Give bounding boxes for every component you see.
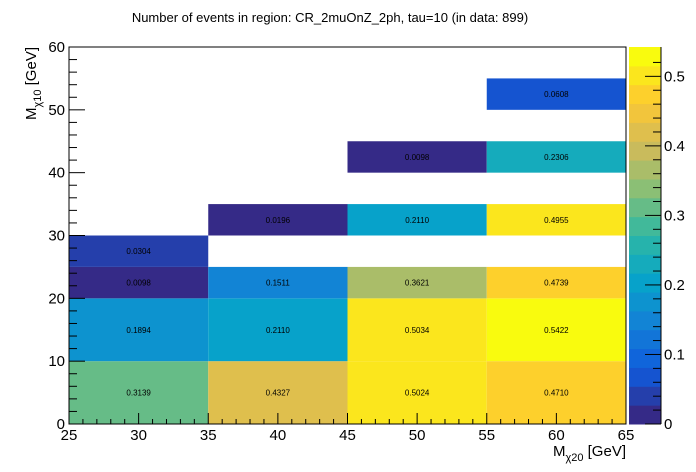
x-tick-label: 45 (339, 427, 356, 444)
color-bar-band (629, 329, 661, 350)
color-bar-band (629, 103, 661, 123)
y-tick-label: 10 (48, 353, 65, 370)
z-tick-label: 0.2 (664, 277, 685, 294)
x-tick-label: 60 (548, 427, 565, 444)
heatmap-cell (208, 204, 348, 236)
color-bar-band (629, 178, 661, 199)
cell-value-label: 0.3621 (405, 279, 430, 288)
heatmap-cell (486, 204, 626, 236)
cell-value-label: 0.4739 (544, 279, 569, 288)
chart-title: Number of events in region: CR_2muOnZ_2p… (132, 10, 528, 25)
cell-value-label: 0.5034 (405, 326, 430, 335)
y-tick-label: 0 (57, 416, 65, 433)
heatmap-cell (347, 266, 487, 299)
heatmap-cell (347, 298, 487, 362)
color-bar-band (629, 367, 661, 387)
y-tick-label: 20 (48, 290, 65, 307)
color-bar-band (629, 160, 661, 180)
heatmap-cell (486, 78, 626, 110)
cell-value-label: 0.1894 (126, 326, 151, 335)
heatmap-cell (69, 266, 209, 299)
x-tick-label: 65 (618, 427, 635, 444)
color-bar-band (629, 254, 661, 274)
y-tick-label: 40 (48, 165, 65, 182)
x-tick-label: 50 (409, 427, 426, 444)
color-bar-band (629, 292, 661, 312)
x-tick-label: 40 (270, 427, 287, 444)
cell-value-label: 0.0608 (544, 90, 569, 99)
x-tick-label: 55 (478, 427, 495, 444)
color-bar-band (629, 216, 661, 236)
cell-value-label: 0.5024 (405, 389, 430, 398)
heatmap-cell (486, 141, 626, 173)
color-bar-band (629, 310, 661, 331)
color-bar-band (629, 84, 661, 105)
cell-labels-layer: 0.3139 0.4327 0.5024 0.4710 0.1894 0.2110 0.50… (126, 90, 569, 397)
y-tick-label: 50 (48, 102, 65, 119)
cell-value-label: 0.1511 (266, 279, 290, 288)
cell-value-label: 0.0196 (266, 216, 291, 225)
y-tick-label: 60 (48, 39, 65, 56)
cell-value-label: 0.0098 (126, 279, 151, 288)
z-tick-label: 0.5 (664, 68, 685, 85)
cell-value-label: 0.0304 (126, 247, 151, 256)
x-tick-label: 25 (61, 427, 78, 444)
y-axis: 0 10 20 30 40 50 60 (48, 39, 85, 433)
x-axis-title: Mχ20 [GeV] (553, 443, 626, 464)
color-bar-band (629, 386, 661, 406)
z-tick-label: 0.4 (664, 138, 685, 155)
color-bar-band (629, 197, 661, 218)
heatmap-cell (347, 204, 487, 236)
cell-value-label: 0.4327 (266, 389, 291, 398)
y-axis-title: Mχ10 [GeV] (23, 47, 44, 120)
x-tick-label: 30 (130, 427, 147, 444)
cell-value-label: 0.4710 (544, 389, 569, 398)
cell-value-label: 0.2306 (544, 153, 569, 162)
cell-value-label: 0.2110 (266, 326, 290, 335)
x-axis: 25 30 35 40 45 50 55 60 65 (61, 413, 635, 444)
y-tick-label: 30 (48, 228, 65, 245)
cell-value-label: 0.2110 (405, 216, 429, 225)
cell-value-label: 0.4955 (544, 216, 569, 225)
heatmap-cell (69, 298, 209, 362)
z-tick-label: 0.1 (664, 346, 685, 363)
cell-value-label: 0.3139 (126, 389, 151, 398)
z-tick-label: 0.3 (664, 207, 685, 224)
color-bar-band (629, 348, 661, 368)
color-bar-band (629, 122, 661, 142)
color-bar-band (629, 273, 661, 293)
color-bar-band (629, 235, 661, 255)
color-bar-band (629, 405, 661, 425)
heatmap-cell (486, 298, 626, 362)
heatmap-cell (208, 266, 348, 299)
cell-value-label: 0.0098 (405, 153, 430, 162)
heatmap-cell (208, 298, 348, 362)
color-bar: 0 0.1 0.2 0.3 0.4 0.5 (629, 47, 685, 433)
color-bar-band (629, 47, 661, 67)
cell-value-label: 0.5422 (544, 326, 569, 335)
heatmap-cell (486, 266, 626, 299)
z-tick-label: 0 (664, 416, 672, 433)
heatmap-cell (347, 141, 487, 173)
heatmap-cell (69, 235, 209, 267)
x-tick-label: 35 (200, 427, 217, 444)
color-bar-band (629, 65, 661, 86)
color-bar-band (629, 141, 661, 161)
cells-layer (69, 78, 626, 424)
